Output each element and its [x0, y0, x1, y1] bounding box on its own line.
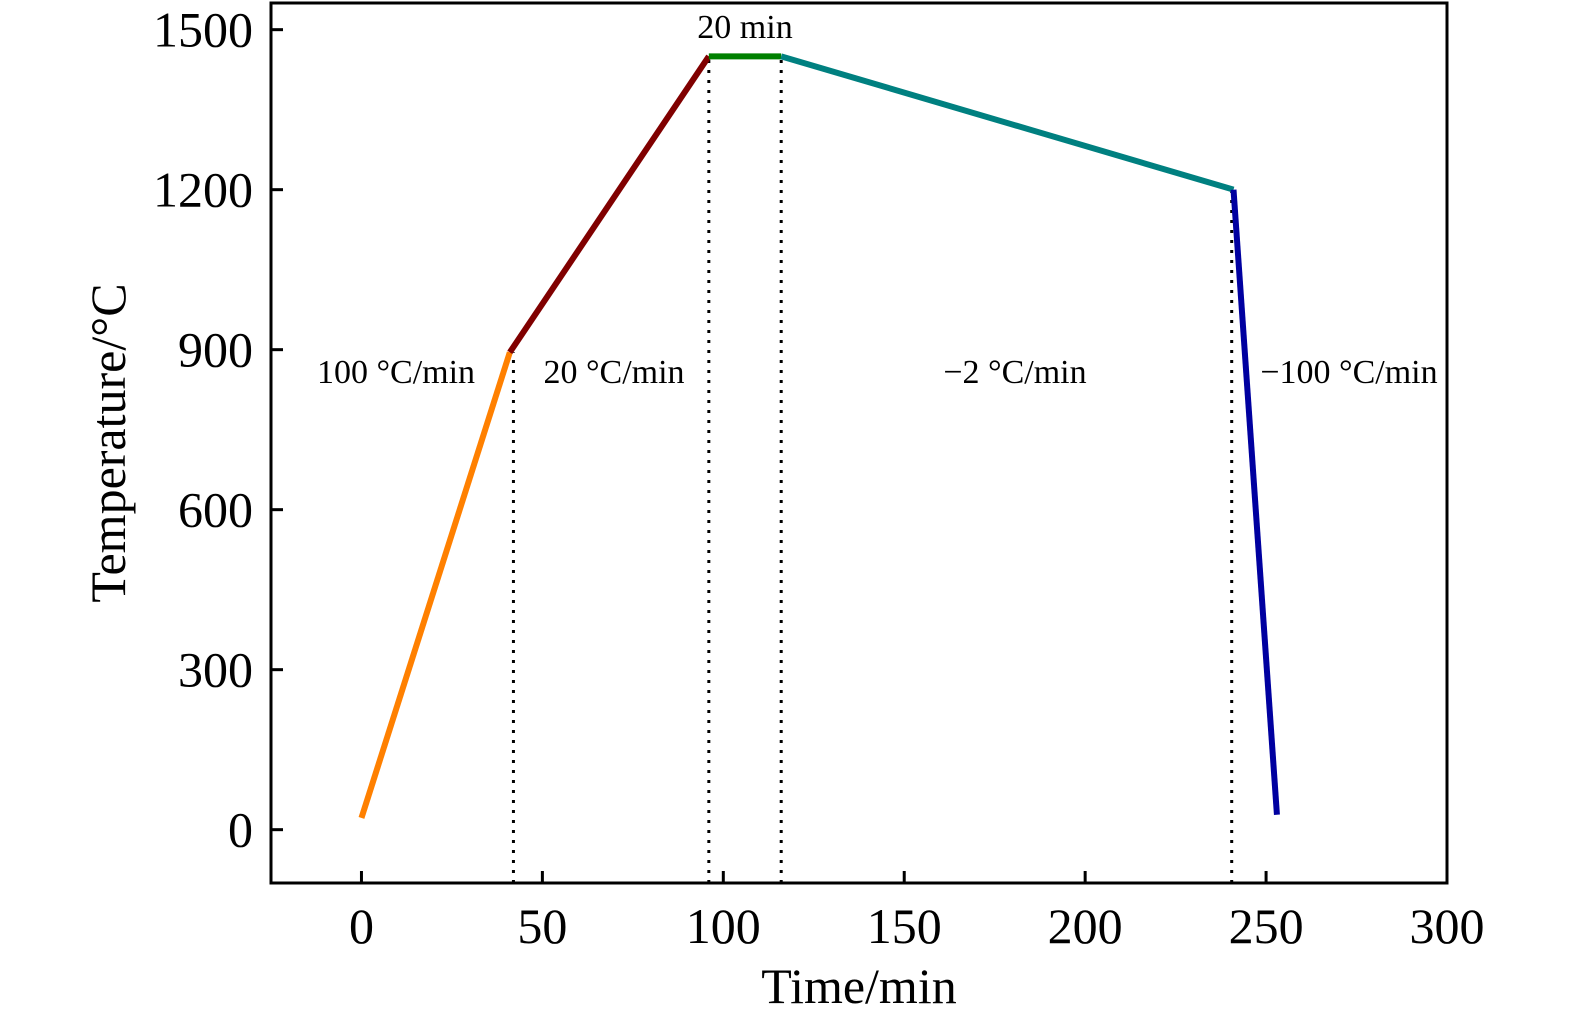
annotations: 100 °C/min 20 °C/min 20 min −2 °C/min −100 °… [317, 9, 1438, 391]
annotation-label: −2 °C/min [943, 354, 1086, 391]
y-tick-label: 300 [178, 642, 253, 698]
series-line [780, 53, 1235, 193]
annotation-label: 20 °C/min [543, 354, 684, 391]
x-axis-label: Time/min [761, 958, 956, 1014]
y-tick-label: 1200 [153, 162, 253, 218]
annotation-label: 20 min [697, 9, 792, 46]
phase-divider-lines [511, 56, 1234, 883]
plot-frame [269, 1, 1449, 885]
x-tick-label: 300 [1410, 898, 1485, 954]
y-tick-label: 0 [228, 802, 253, 858]
x-tick-label: 100 [686, 898, 761, 954]
x-axis-ticks: 0 50 100 150 200 250 300 [349, 871, 1485, 954]
series-line [507, 54, 712, 355]
x-tick-label: 50 [517, 898, 567, 954]
x-tick-label: 250 [1229, 898, 1304, 954]
series-lines [358, 53, 1280, 819]
series-line [358, 351, 513, 819]
x-tick-label: 0 [349, 898, 374, 954]
y-axis-ticks: 0 300 600 900 1200 1500 [153, 2, 283, 858]
y-tick-label: 1500 [153, 2, 253, 58]
annotation-label: −100 °C/min [1260, 354, 1437, 391]
x-tick-label: 200 [1048, 898, 1123, 954]
annotation-label: 100 °C/min [317, 354, 475, 391]
x-tick-label: 150 [867, 898, 942, 954]
y-tick-label: 600 [178, 482, 253, 538]
y-tick-label: 900 [178, 322, 253, 378]
series-line [1230, 189, 1280, 815]
y-axis-label: Temperature/°C [80, 283, 136, 602]
